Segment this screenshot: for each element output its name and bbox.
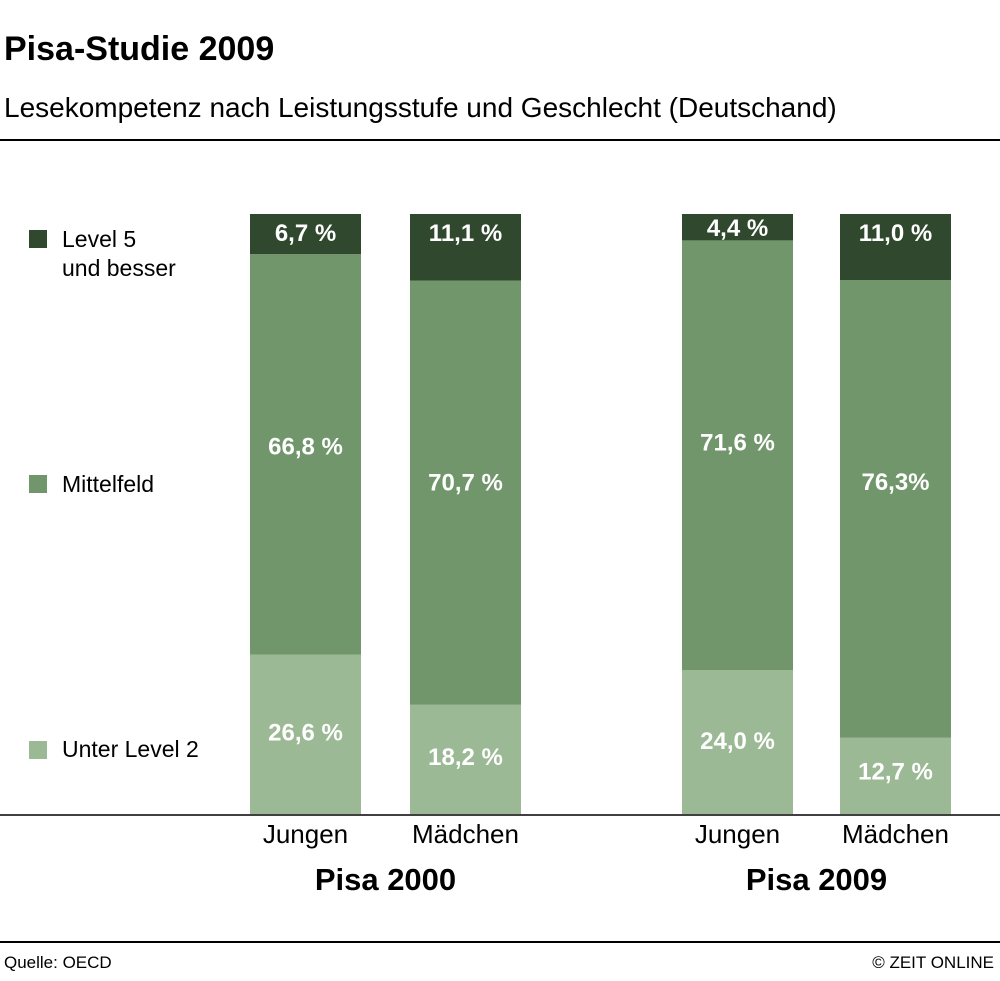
- copyright-credit: © ZEIT ONLINE: [872, 953, 994, 972]
- value-label-pisa-2000-jungen-mittelfeld: 66,8 %: [268, 433, 343, 460]
- bar-segment-pisa-2000-maedchen-unter-level-2: [410, 704, 521, 814]
- bar-segment-pisa-2000-jungen-mittelfeld: [250, 254, 361, 655]
- chart-title: Pisa-Studie 2009: [4, 30, 275, 68]
- source-note: Quelle: OECD: [4, 953, 112, 972]
- value-label-pisa-2000-jungen-level-5-und-besser: 6,7 %: [275, 220, 336, 247]
- legend-swatch-mittelfeld: [29, 475, 47, 493]
- value-label-pisa-2000-maedchen-unter-level-2: 18,2 %: [428, 744, 503, 771]
- bar-segment-pisa-2000-maedchen-mittelfeld: [410, 280, 521, 705]
- group-label-pisa-2009: Pisa 2009: [746, 862, 887, 897]
- value-label-pisa-2009-jungen-level-5-und-besser: 4,4 %: [707, 215, 768, 242]
- bars-layer: [250, 214, 951, 814]
- legend-label-level-5-und-besser: Level 5 und besser: [62, 226, 176, 281]
- category-label-pisa-2009-jungen: Jungen: [695, 819, 780, 849]
- legend-swatch-level-5-und-besser: [29, 230, 47, 248]
- value-label-pisa-2000-maedchen-mittelfeld: 70,7 %: [428, 470, 503, 497]
- bar-segment-pisa-2000-jungen-unter-level-2: [250, 654, 361, 814]
- category-label-pisa-2000-jungen: Jungen: [263, 819, 348, 849]
- labels-layer: 26,6 % 66,8 % 6,7 % Jungen 18,2 % 70,7 % 11,1 …: [263, 215, 949, 897]
- bar-segment-pisa-2000-jungen-level-5-und-besser: [250, 214, 361, 255]
- value-label-pisa-2009-jungen-mittelfeld: 71,6 %: [700, 429, 775, 456]
- bar-segment-pisa-2009-jungen-mittelfeld: [682, 240, 793, 670]
- bottom-divider: [0, 941, 1000, 943]
- chart-subtitle: Lesekompetenz nach Leistungsstufe und Ge…: [4, 92, 837, 123]
- category-label-pisa-2000-maedchen: Mädchen: [412, 819, 519, 849]
- legend-label-unter-level-2: Unter Level 2: [62, 736, 199, 762]
- bar-segment-pisa-2009-maedchen-mittelfeld: [840, 280, 951, 738]
- legend-swatch-unter-level-2: [29, 741, 47, 759]
- value-label-pisa-2000-maedchen-level-5-und-besser: 11,1 %: [429, 220, 502, 247]
- bar-segment-pisa-2009-jungen-level-5-und-besser: [682, 214, 793, 241]
- group-label-pisa-2000: Pisa 2000: [315, 862, 456, 897]
- value-label-pisa-2009-maedchen-unter-level-2: 12,7 %: [858, 759, 933, 786]
- value-label-pisa-2009-maedchen-level-5-und-besser: 11,0 %: [859, 220, 932, 247]
- value-label-pisa-2009-maedchen-mittelfeld: 76,3%: [861, 469, 929, 496]
- legend-label-mittelfeld: Mittelfeld: [62, 471, 154, 497]
- bar-segment-pisa-2009-jungen-unter-level-2: [682, 670, 793, 814]
- bar-segment-pisa-2009-maedchen-unter-level-2: [840, 737, 951, 814]
- value-label-pisa-2009-jungen-unter-level-2: 24,0 %: [700, 728, 775, 755]
- value-label-pisa-2000-jungen-unter-level-2: 26,6 %: [268, 720, 343, 747]
- bar-segment-pisa-2000-maedchen-level-5-und-besser: [410, 214, 521, 281]
- bar-segment-pisa-2009-maedchen-level-5-und-besser: [840, 214, 951, 280]
- category-label-pisa-2009-maedchen: Mädchen: [842, 819, 949, 849]
- top-divider: [0, 139, 1000, 141]
- legend: Unter Level 2 Mittelfeld Level 5 und besser: [29, 226, 199, 762]
- stacked-bar-chart: 26,6 % 66,8 % 6,7 % Jungen 18,2 % 70,7 % 11,1 …: [0, 214, 1000, 897]
